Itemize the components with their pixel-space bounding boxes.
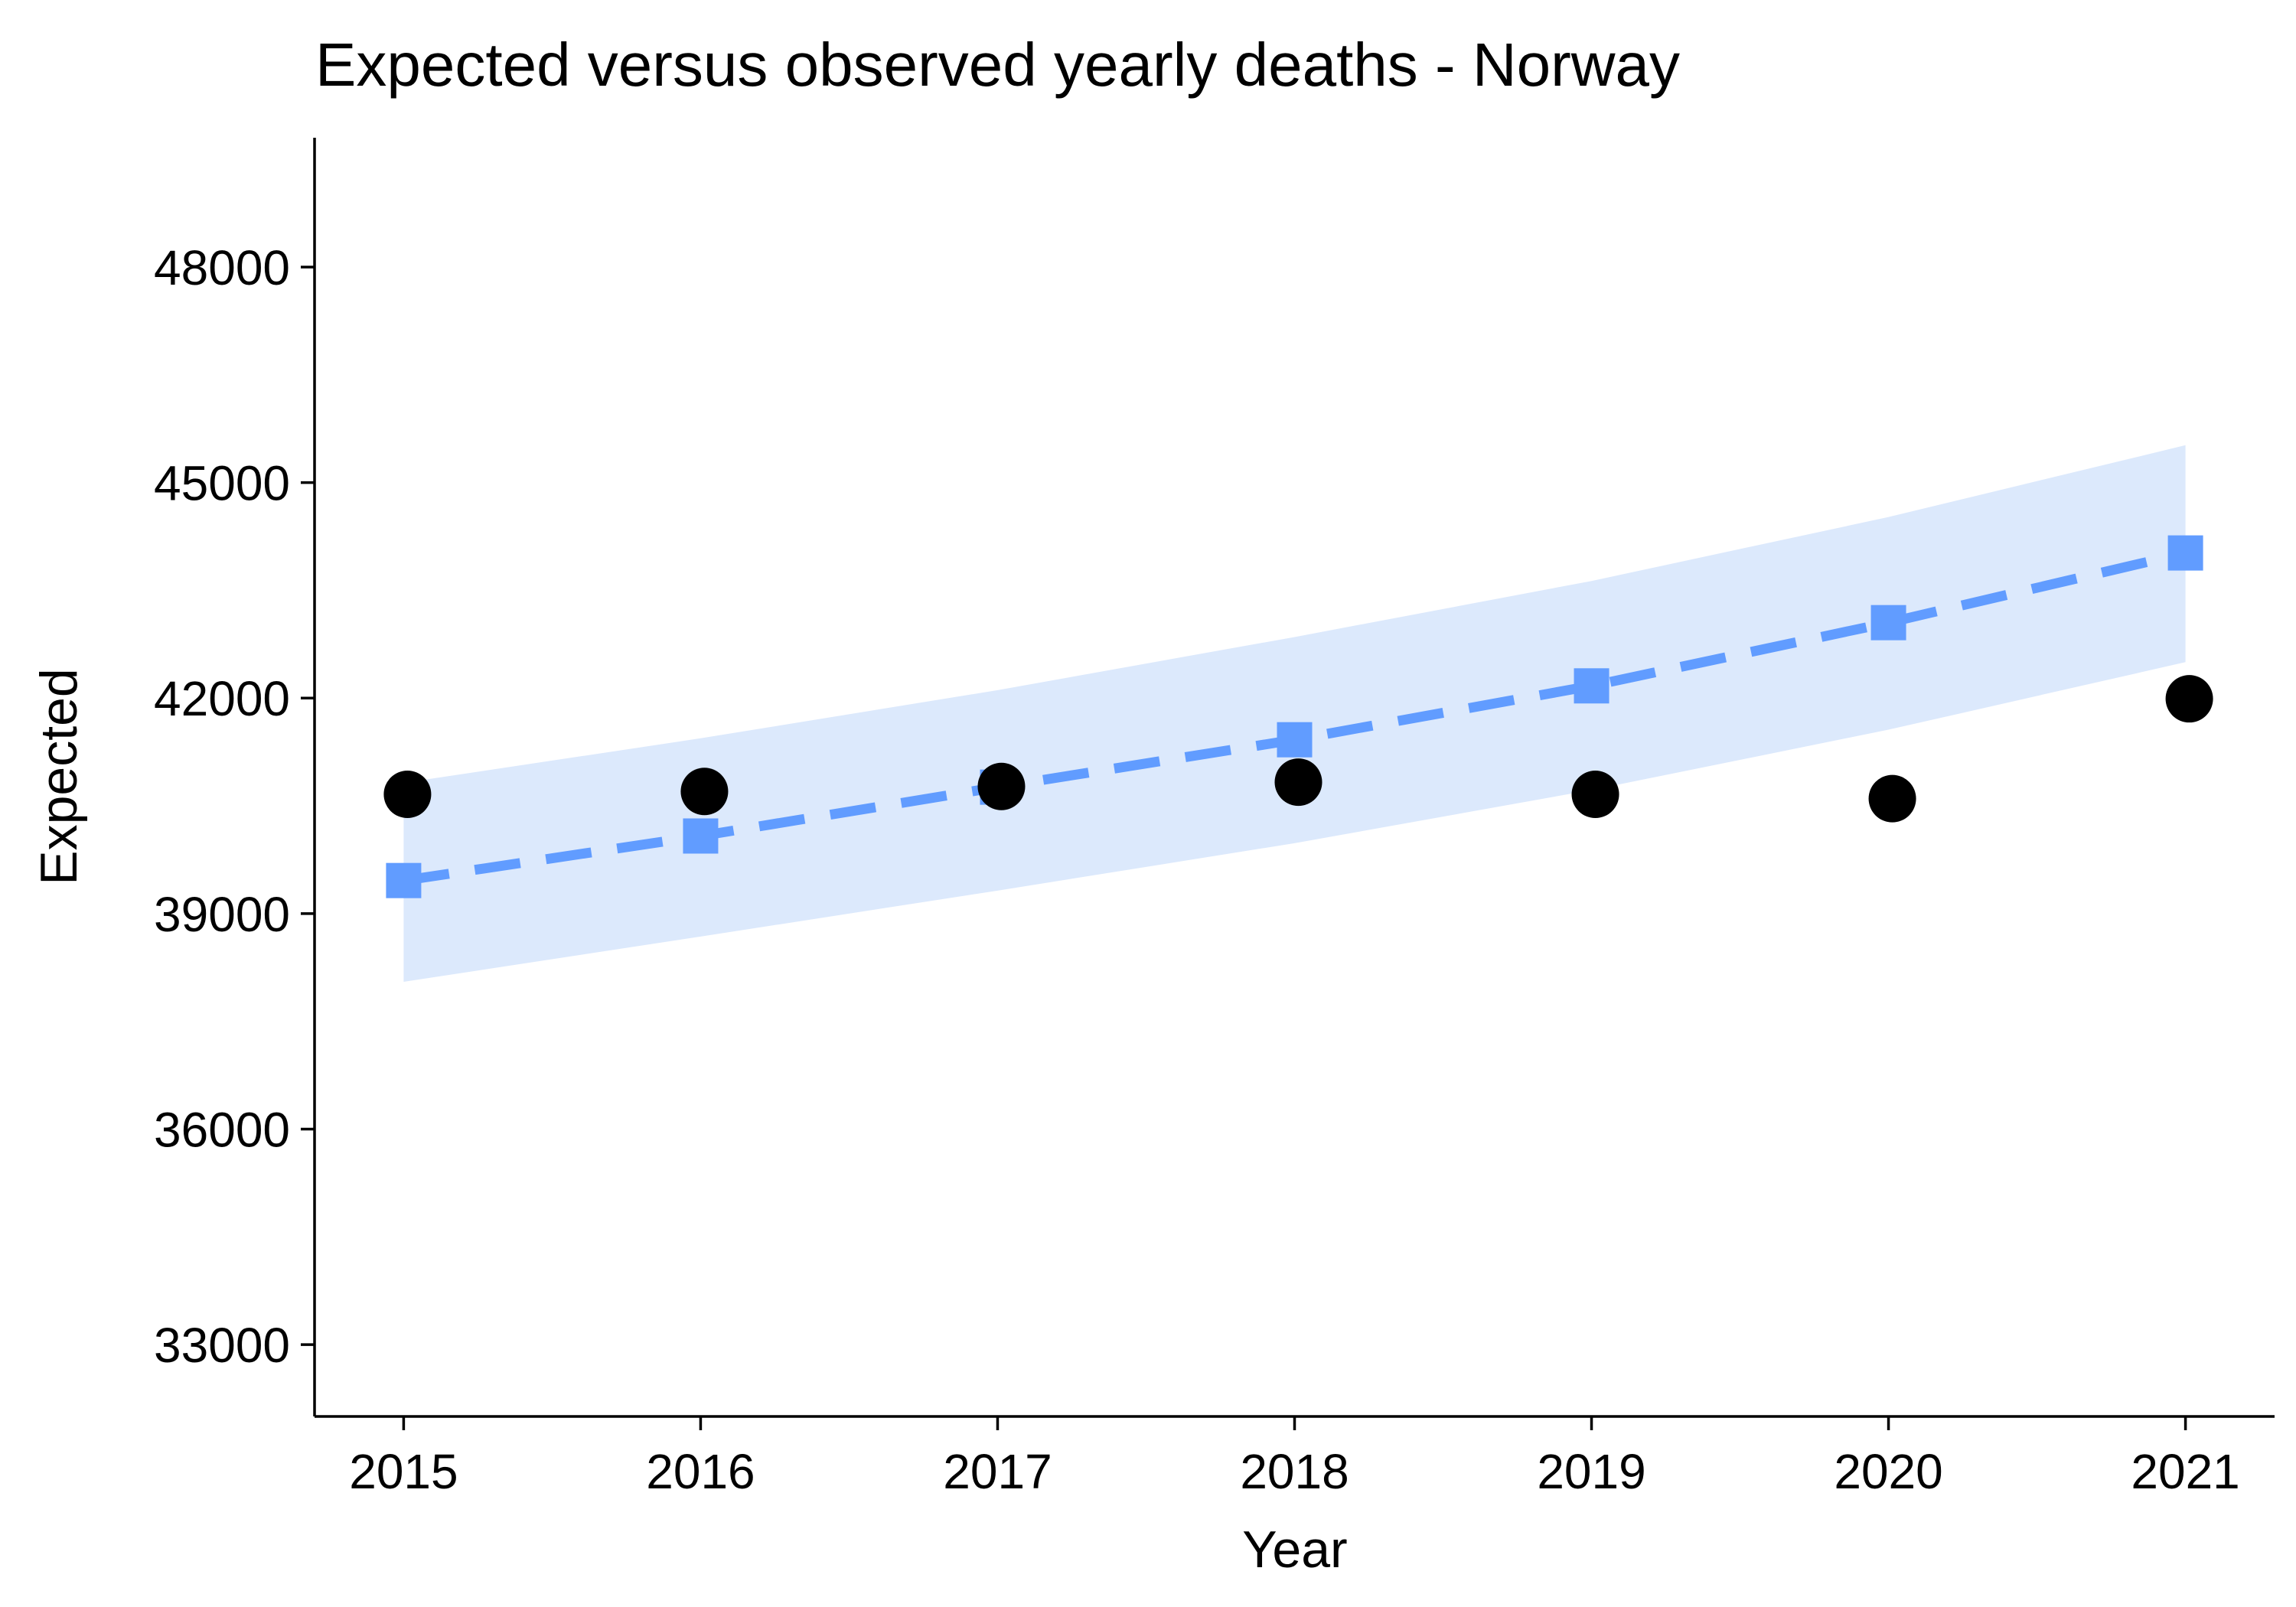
expected-marker-2015 (386, 862, 422, 898)
observed-point-2015 (383, 771, 432, 819)
expected-marker-2020 (1870, 605, 1906, 641)
y-tick-label-45000: 45000 (154, 456, 290, 511)
expected-marker-2021 (2167, 535, 2203, 571)
expected-marker-2016 (683, 818, 719, 854)
y-tick-label-42000: 42000 (154, 671, 290, 726)
x-tick-label-2016: 2016 (646, 1444, 755, 1499)
plot-area (383, 445, 2213, 983)
expected-marker-2018 (1277, 722, 1313, 758)
y-axis: 33000 36000 39000 42000 45000 48000 (154, 240, 315, 1373)
x-tick-label-2021: 2021 (2131, 1444, 2239, 1499)
x-tick-label-2018: 2018 (1240, 1444, 1349, 1499)
observed-point-2018 (1274, 758, 1322, 807)
observed-point-2019 (1571, 771, 1619, 819)
confidence-band-area (403, 445, 2186, 983)
observed-point-2020 (1868, 774, 1916, 823)
x-tick-label-2020: 2020 (1834, 1444, 1942, 1499)
y-tick-label-36000: 36000 (154, 1102, 290, 1157)
y-axis-label: Expected (30, 668, 88, 885)
observed-point-2017 (977, 762, 1026, 810)
chart-title: Expected versus observed yearly deaths -… (315, 31, 1680, 99)
confidence-band (403, 445, 2186, 983)
x-axis: 2015 2016 2017 2018 2019 2020 2021 (349, 1416, 2240, 1499)
y-tick-label-33000: 33000 (154, 1318, 290, 1373)
x-tick-label-2017: 2017 (943, 1444, 1052, 1499)
expected-marker-2019 (1574, 668, 1609, 704)
observed-point-2016 (680, 768, 729, 816)
observed-series (383, 675, 2213, 823)
y-tick-label-48000: 48000 (154, 240, 290, 295)
x-tick-label-2019: 2019 (1537, 1444, 1645, 1499)
expected-series (386, 535, 2203, 898)
x-tick-label-2015: 2015 (349, 1444, 458, 1499)
y-tick-label-39000: 39000 (154, 887, 290, 942)
observed-point-2021 (2165, 675, 2213, 723)
x-axis-label: Year (1242, 1521, 1347, 1579)
